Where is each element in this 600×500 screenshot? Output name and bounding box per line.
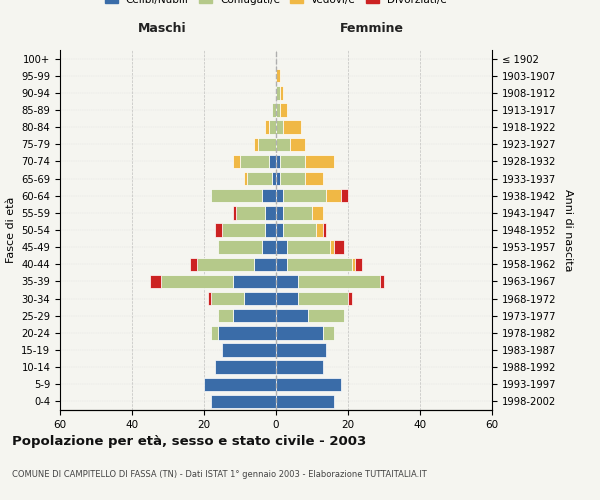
Bar: [298, 292, 348, 306]
Bar: [211, 326, 218, 340]
Bar: [204, 378, 276, 391]
Bar: [280, 86, 283, 100]
Bar: [161, 274, 233, 288]
Bar: [276, 104, 280, 117]
Bar: [276, 292, 298, 306]
Bar: [312, 206, 323, 220]
Bar: [269, 120, 276, 134]
Bar: [222, 344, 276, 356]
Bar: [208, 292, 211, 306]
Bar: [262, 240, 276, 254]
Legend: Celibi/Nubili, Coniugati/e, Vedovi/e, Divorziati/e: Celibi/Nubili, Coniugati/e, Vedovi/e, Di…: [101, 0, 451, 8]
Bar: [218, 326, 276, 340]
Bar: [305, 154, 334, 168]
Bar: [276, 120, 283, 134]
Y-axis label: Anni di nascita: Anni di nascita: [563, 188, 573, 271]
Bar: [276, 138, 290, 151]
Bar: [211, 394, 276, 408]
Text: COMUNE DI CAMPITELLO DI FASSA (TN) - Dati ISTAT 1° gennaio 2003 - Elaborazione T: COMUNE DI CAMPITELLO DI FASSA (TN) - Dat…: [12, 470, 427, 479]
Bar: [272, 104, 276, 117]
Bar: [341, 189, 348, 202]
Bar: [269, 154, 276, 168]
Bar: [290, 138, 305, 151]
Bar: [287, 240, 330, 254]
Text: Popolazione per età, sesso e stato civile - 2003: Popolazione per età, sesso e stato civil…: [12, 435, 366, 448]
Bar: [283, 206, 312, 220]
Bar: [276, 172, 280, 186]
Bar: [355, 258, 362, 271]
Bar: [276, 309, 308, 322]
Bar: [276, 154, 280, 168]
Bar: [265, 206, 276, 220]
Bar: [262, 189, 276, 202]
Bar: [276, 344, 326, 356]
Bar: [380, 274, 384, 288]
Bar: [348, 292, 352, 306]
Bar: [276, 189, 283, 202]
Bar: [197, 258, 254, 271]
Bar: [283, 120, 301, 134]
Bar: [276, 274, 298, 288]
Bar: [323, 224, 326, 236]
Bar: [233, 154, 240, 168]
Y-axis label: Fasce di età: Fasce di età: [5, 197, 16, 263]
Bar: [276, 326, 323, 340]
Bar: [233, 309, 276, 322]
Bar: [218, 309, 233, 322]
Bar: [305, 172, 323, 186]
Bar: [215, 224, 222, 236]
Bar: [254, 138, 258, 151]
Bar: [298, 274, 380, 288]
Bar: [244, 172, 247, 186]
Bar: [150, 274, 161, 288]
Bar: [276, 394, 334, 408]
Bar: [218, 240, 262, 254]
Bar: [334, 240, 344, 254]
Bar: [254, 258, 276, 271]
Bar: [283, 189, 326, 202]
Bar: [352, 258, 355, 271]
Bar: [190, 258, 197, 271]
Bar: [211, 292, 244, 306]
Bar: [276, 378, 341, 391]
Bar: [280, 104, 287, 117]
Bar: [323, 326, 334, 340]
Bar: [316, 224, 323, 236]
Text: Femmine: Femmine: [340, 22, 404, 35]
Bar: [233, 206, 236, 220]
Bar: [272, 172, 276, 186]
Bar: [276, 206, 283, 220]
Bar: [276, 360, 323, 374]
Bar: [330, 240, 334, 254]
Bar: [222, 224, 265, 236]
Bar: [326, 189, 341, 202]
Bar: [276, 240, 287, 254]
Bar: [276, 69, 280, 82]
Bar: [211, 189, 262, 202]
Bar: [233, 274, 276, 288]
Bar: [276, 86, 280, 100]
Bar: [280, 172, 305, 186]
Bar: [276, 258, 287, 271]
Bar: [236, 206, 265, 220]
Bar: [280, 154, 305, 168]
Bar: [240, 154, 269, 168]
Bar: [287, 258, 352, 271]
Bar: [215, 360, 276, 374]
Bar: [244, 292, 276, 306]
Bar: [258, 138, 276, 151]
Bar: [247, 172, 272, 186]
Bar: [265, 224, 276, 236]
Text: Maschi: Maschi: [137, 22, 187, 35]
Bar: [265, 120, 269, 134]
Bar: [308, 309, 344, 322]
Bar: [276, 224, 283, 236]
Bar: [283, 224, 316, 236]
